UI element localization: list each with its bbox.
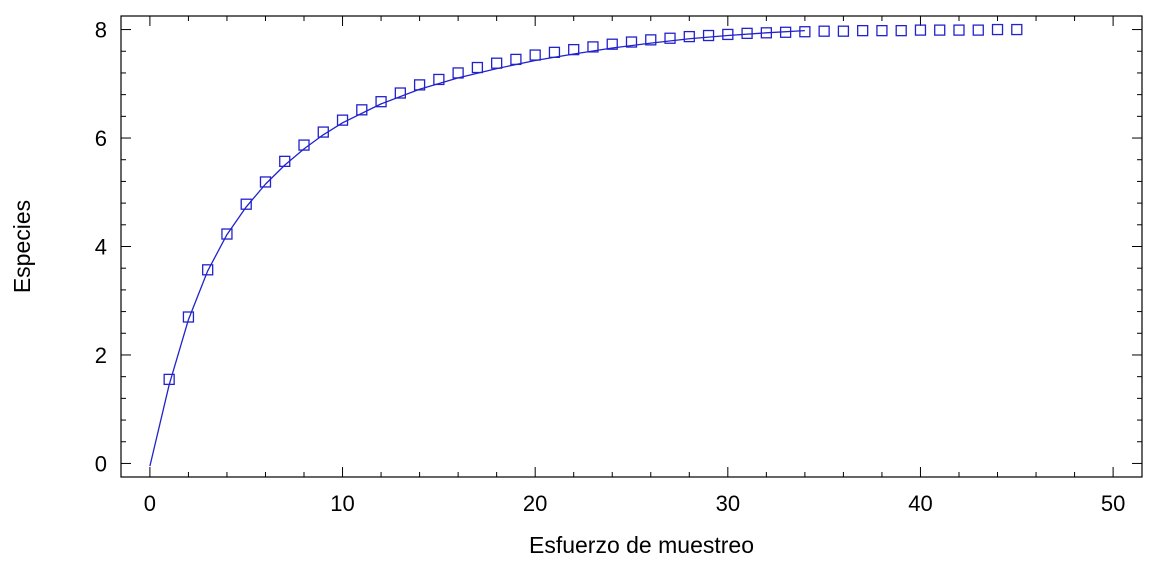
data-point-square <box>568 43 580 56</box>
y-tick-label: 2 <box>95 343 107 368</box>
data-point-square <box>914 24 927 36</box>
data-point-square <box>202 264 214 276</box>
plot-frame <box>120 15 1143 478</box>
x-tick-label: 20 <box>523 491 547 516</box>
y-tick-labels: 0 2 4 6 8 <box>95 18 107 477</box>
data-point-square <box>529 49 541 61</box>
y-tick-label: 4 <box>95 235 107 260</box>
data-point-square <box>510 53 522 66</box>
data-point-square <box>934 24 946 36</box>
data-series <box>149 23 1023 467</box>
data-point-square <box>259 176 272 188</box>
data-point-square <box>972 24 984 36</box>
data-point-square <box>240 198 252 210</box>
x-tick-labels: 0 10 20 30 40 50 <box>144 491 1126 516</box>
data-point-square <box>953 24 965 36</box>
x-axis-title: Esfuerzo de muestreo <box>529 532 754 558</box>
data-point-square <box>587 41 599 53</box>
x-tick-label: 30 <box>716 491 740 516</box>
data-point-square <box>182 311 195 323</box>
data-point-square <box>606 38 618 50</box>
data-point-square <box>645 34 657 46</box>
y-tick-label: 8 <box>95 18 107 43</box>
data-point-square <box>356 104 368 116</box>
data-point-square <box>991 23 1004 36</box>
data-point-square <box>491 57 503 69</box>
data-point-square <box>722 28 734 41</box>
data-point-square <box>876 24 888 37</box>
x-tick-label: 0 <box>144 491 156 516</box>
data-point-square <box>548 46 561 58</box>
data-point-square <box>433 73 445 86</box>
data-point-square <box>857 24 869 37</box>
data-point-square <box>394 87 406 99</box>
axis-ticks <box>121 16 1142 477</box>
data-point-square <box>818 25 830 37</box>
data-point-square <box>683 30 695 43</box>
y-axis-title: Especies <box>9 200 35 293</box>
y-tick-label: 0 <box>95 451 107 476</box>
x-tick-label: 40 <box>908 491 932 516</box>
data-point-square <box>1011 23 1023 36</box>
data-point-square <box>799 26 811 38</box>
x-tick-label: 50 <box>1101 491 1125 516</box>
data-point-square <box>221 228 233 240</box>
data-point-square <box>895 24 907 37</box>
data-point-square <box>336 114 349 126</box>
fitted-curve <box>149 29 805 467</box>
x-tick-label: 10 <box>330 491 354 516</box>
data-point-square <box>837 25 850 37</box>
data-point-square <box>664 32 676 44</box>
data-point-square <box>471 61 484 74</box>
y-tick-label: 6 <box>95 126 107 151</box>
data-point-square <box>625 36 638 48</box>
data-point-square <box>702 29 715 42</box>
